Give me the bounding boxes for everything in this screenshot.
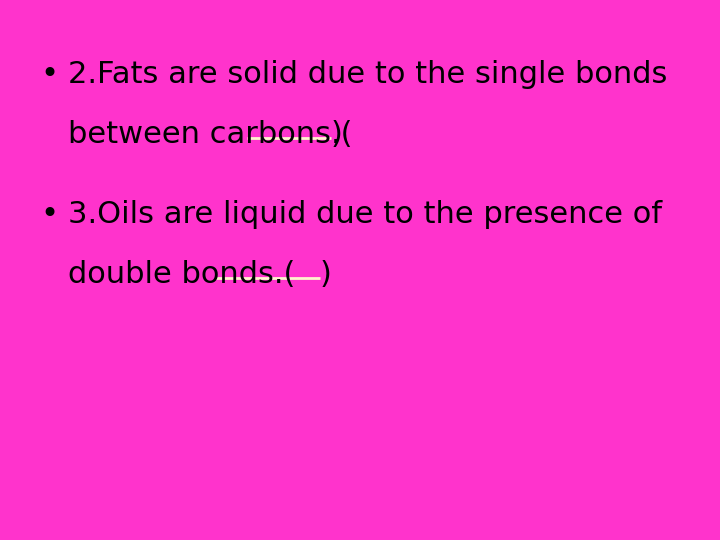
Text: 3.Oils are liquid due to the presence of: 3.Oils are liquid due to the presence of bbox=[68, 200, 662, 229]
Text: double bonds.(: double bonds.( bbox=[68, 260, 295, 289]
Text: ): ) bbox=[330, 120, 343, 149]
Text: ): ) bbox=[320, 260, 332, 289]
Text: •: • bbox=[40, 60, 58, 89]
Text: between carbons.(: between carbons.( bbox=[68, 120, 353, 149]
Text: 2.Fats are solid due to the single bonds: 2.Fats are solid due to the single bonds bbox=[68, 60, 667, 89]
Text: •: • bbox=[40, 200, 58, 229]
